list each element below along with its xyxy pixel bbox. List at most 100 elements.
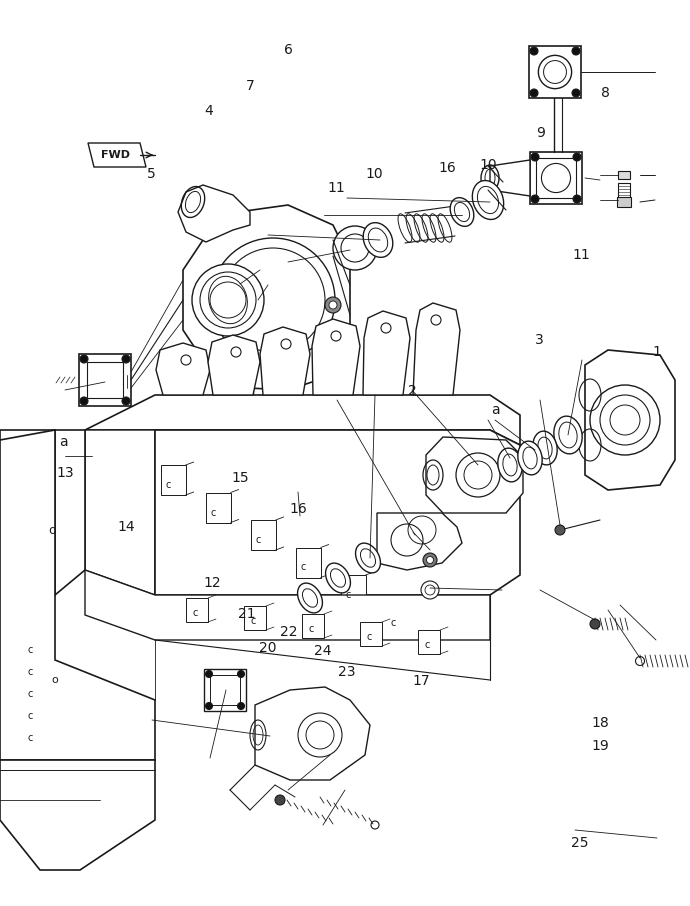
- Polygon shape: [0, 760, 155, 870]
- Circle shape: [531, 195, 539, 203]
- Text: 25: 25: [571, 835, 589, 850]
- Circle shape: [555, 525, 565, 535]
- Text: a: a: [491, 402, 500, 417]
- Ellipse shape: [363, 223, 393, 257]
- Text: 6: 6: [284, 43, 293, 57]
- Polygon shape: [178, 185, 250, 242]
- Circle shape: [456, 453, 500, 497]
- Circle shape: [275, 795, 285, 805]
- Ellipse shape: [297, 583, 322, 612]
- Bar: [618, 171, 630, 179]
- Ellipse shape: [533, 431, 558, 465]
- Polygon shape: [183, 205, 350, 390]
- Text: c: c: [193, 608, 198, 618]
- Text: 15: 15: [231, 471, 249, 486]
- Text: 19: 19: [591, 738, 609, 753]
- Polygon shape: [155, 430, 520, 595]
- Text: c: c: [165, 480, 170, 490]
- Circle shape: [421, 581, 439, 599]
- Polygon shape: [206, 493, 230, 523]
- Bar: [617, 197, 631, 207]
- Polygon shape: [490, 160, 530, 196]
- Text: c: c: [28, 733, 32, 743]
- Polygon shape: [302, 614, 324, 638]
- Polygon shape: [312, 319, 360, 395]
- Text: 3: 3: [535, 333, 544, 347]
- Ellipse shape: [473, 180, 504, 219]
- Text: o: o: [52, 675, 59, 685]
- Text: 13: 13: [57, 466, 75, 480]
- Circle shape: [298, 713, 342, 757]
- Polygon shape: [88, 143, 146, 167]
- Circle shape: [572, 89, 580, 97]
- Ellipse shape: [518, 441, 542, 475]
- Polygon shape: [250, 520, 276, 550]
- Circle shape: [211, 238, 335, 362]
- Text: c: c: [28, 667, 32, 677]
- Bar: [536, 158, 576, 198]
- Text: 17: 17: [412, 674, 430, 689]
- Ellipse shape: [326, 564, 351, 593]
- Polygon shape: [85, 430, 155, 595]
- Text: c: c: [308, 624, 314, 634]
- Circle shape: [530, 47, 538, 55]
- Text: c: c: [424, 640, 430, 650]
- Text: 10: 10: [366, 167, 384, 181]
- Bar: [87, 362, 123, 398]
- Text: FWD: FWD: [101, 150, 130, 160]
- Text: a: a: [59, 435, 68, 449]
- Text: c: c: [28, 645, 32, 655]
- Circle shape: [573, 195, 581, 203]
- Circle shape: [122, 397, 130, 405]
- Circle shape: [531, 153, 539, 161]
- Text: c: c: [28, 711, 32, 721]
- Text: 14: 14: [117, 520, 135, 535]
- Polygon shape: [360, 622, 382, 646]
- Ellipse shape: [554, 416, 582, 454]
- Polygon shape: [186, 598, 208, 622]
- Text: c: c: [366, 632, 372, 642]
- Polygon shape: [156, 343, 210, 395]
- Text: o: o: [48, 524, 56, 536]
- Circle shape: [329, 301, 337, 309]
- Polygon shape: [585, 350, 675, 490]
- Polygon shape: [85, 570, 490, 640]
- Circle shape: [325, 297, 341, 313]
- Circle shape: [590, 619, 600, 629]
- Polygon shape: [413, 303, 460, 395]
- Circle shape: [426, 556, 433, 564]
- Bar: [618, 183, 630, 203]
- Circle shape: [192, 264, 264, 336]
- Polygon shape: [244, 606, 266, 630]
- Text: c: c: [250, 616, 256, 626]
- Circle shape: [80, 355, 88, 363]
- Text: 16: 16: [289, 502, 307, 516]
- Circle shape: [573, 153, 581, 161]
- Text: 22: 22: [279, 625, 297, 640]
- Text: c: c: [28, 689, 32, 699]
- Text: 23: 23: [337, 665, 355, 680]
- Ellipse shape: [355, 543, 380, 573]
- Text: c: c: [300, 563, 306, 573]
- Text: 18: 18: [591, 716, 609, 730]
- Polygon shape: [386, 602, 411, 632]
- Text: c: c: [210, 507, 215, 517]
- Bar: [79, 354, 131, 406]
- Circle shape: [206, 670, 213, 678]
- Circle shape: [423, 553, 437, 567]
- Polygon shape: [208, 335, 260, 395]
- Polygon shape: [0, 430, 55, 720]
- Polygon shape: [377, 513, 462, 570]
- Polygon shape: [161, 465, 186, 495]
- Circle shape: [206, 702, 213, 709]
- Text: 20: 20: [259, 641, 277, 655]
- Circle shape: [122, 355, 130, 363]
- Ellipse shape: [497, 448, 522, 482]
- Bar: [530, 152, 582, 204]
- Text: 2: 2: [408, 384, 417, 399]
- Circle shape: [590, 385, 660, 455]
- Polygon shape: [260, 327, 310, 395]
- Circle shape: [572, 47, 580, 55]
- Circle shape: [80, 397, 88, 405]
- Polygon shape: [255, 687, 370, 780]
